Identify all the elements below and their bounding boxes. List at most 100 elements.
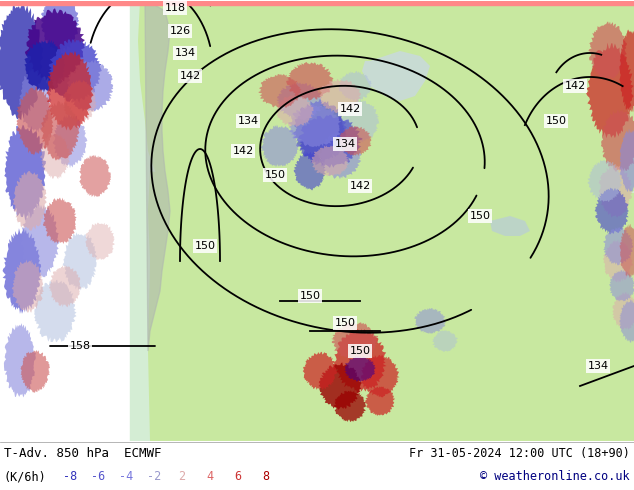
Polygon shape (338, 126, 372, 156)
Polygon shape (63, 232, 97, 291)
Polygon shape (20, 350, 50, 392)
Polygon shape (362, 51, 430, 101)
Polygon shape (259, 74, 302, 108)
Text: 8: 8 (262, 470, 269, 484)
Text: 134: 134 (174, 48, 195, 58)
Polygon shape (601, 109, 634, 172)
Polygon shape (4, 124, 46, 220)
Text: 150: 150 (264, 170, 285, 180)
Text: 142: 142 (179, 71, 200, 81)
Polygon shape (286, 62, 333, 100)
Polygon shape (619, 29, 634, 114)
Polygon shape (612, 292, 634, 330)
Polygon shape (49, 265, 81, 307)
Polygon shape (293, 98, 347, 163)
Text: -2: -2 (147, 470, 161, 484)
Polygon shape (288, 104, 341, 147)
Polygon shape (319, 133, 362, 179)
Polygon shape (12, 260, 44, 313)
Polygon shape (302, 352, 337, 390)
Text: © weatheronline.co.uk: © weatheronline.co.uk (481, 470, 630, 484)
Text: 134: 134 (588, 361, 609, 371)
Text: 118: 118 (164, 3, 186, 13)
Text: 142: 142 (339, 104, 361, 114)
Polygon shape (490, 216, 530, 236)
Polygon shape (619, 299, 634, 343)
Polygon shape (276, 82, 324, 120)
Polygon shape (43, 197, 77, 244)
Polygon shape (48, 39, 102, 103)
Polygon shape (319, 79, 361, 113)
Text: -4: -4 (119, 470, 133, 484)
Polygon shape (332, 322, 378, 360)
Polygon shape (299, 115, 363, 168)
Polygon shape (432, 330, 458, 352)
Polygon shape (67, 59, 113, 112)
Polygon shape (586, 43, 633, 138)
Polygon shape (609, 270, 634, 302)
Polygon shape (619, 129, 634, 192)
Polygon shape (25, 8, 85, 84)
Text: 134: 134 (335, 139, 356, 149)
Polygon shape (361, 355, 399, 397)
Polygon shape (21, 204, 60, 277)
Text: 150: 150 (349, 346, 370, 356)
Text: 4: 4 (207, 470, 214, 484)
Polygon shape (339, 71, 372, 101)
Polygon shape (3, 228, 41, 314)
Polygon shape (334, 390, 366, 422)
Polygon shape (138, 1, 634, 231)
Polygon shape (40, 134, 70, 179)
Polygon shape (365, 387, 395, 416)
Polygon shape (19, 69, 51, 133)
Polygon shape (46, 51, 94, 130)
Text: 142: 142 (564, 81, 586, 91)
Polygon shape (0, 4, 43, 120)
Polygon shape (595, 188, 629, 234)
Polygon shape (13, 171, 47, 231)
Text: 150: 150 (335, 318, 356, 328)
Polygon shape (598, 164, 632, 218)
Polygon shape (4, 323, 36, 397)
Polygon shape (342, 100, 379, 142)
Polygon shape (79, 155, 111, 197)
Text: 150: 150 (195, 241, 216, 251)
Polygon shape (24, 40, 65, 93)
Polygon shape (588, 160, 622, 202)
Text: 142: 142 (349, 181, 371, 191)
Polygon shape (41, 101, 79, 161)
Text: (K/6h): (K/6h) (4, 470, 47, 484)
Text: -6: -6 (91, 470, 105, 484)
Polygon shape (276, 95, 314, 127)
Polygon shape (16, 86, 53, 155)
Text: 2: 2 (178, 470, 186, 484)
Polygon shape (86, 222, 115, 260)
Polygon shape (130, 1, 634, 441)
Polygon shape (344, 356, 375, 382)
Polygon shape (311, 146, 349, 176)
Text: 150: 150 (470, 211, 491, 221)
Polygon shape (333, 328, 387, 393)
Polygon shape (603, 239, 633, 283)
Polygon shape (63, 79, 97, 122)
Polygon shape (41, 0, 79, 52)
Text: T-Adv. 850 hPa  ECMWF: T-Adv. 850 hPa ECMWF (4, 447, 162, 461)
Polygon shape (619, 224, 634, 278)
Text: 158: 158 (70, 341, 91, 351)
Polygon shape (588, 22, 627, 81)
Polygon shape (414, 308, 446, 334)
Text: 142: 142 (233, 146, 254, 156)
Text: Fr 31-05-2024 12:00 UTC (18+90): Fr 31-05-2024 12:00 UTC (18+90) (409, 447, 630, 461)
Text: 126: 126 (169, 26, 191, 36)
Polygon shape (148, 171, 634, 441)
Polygon shape (294, 152, 326, 190)
Text: 150: 150 (545, 116, 567, 126)
Polygon shape (145, 1, 170, 351)
Polygon shape (261, 124, 299, 167)
Polygon shape (53, 114, 87, 168)
Polygon shape (603, 227, 633, 266)
Polygon shape (318, 363, 361, 410)
Text: -8: -8 (63, 470, 77, 484)
Text: 134: 134 (238, 116, 259, 126)
Text: 150: 150 (299, 291, 321, 301)
